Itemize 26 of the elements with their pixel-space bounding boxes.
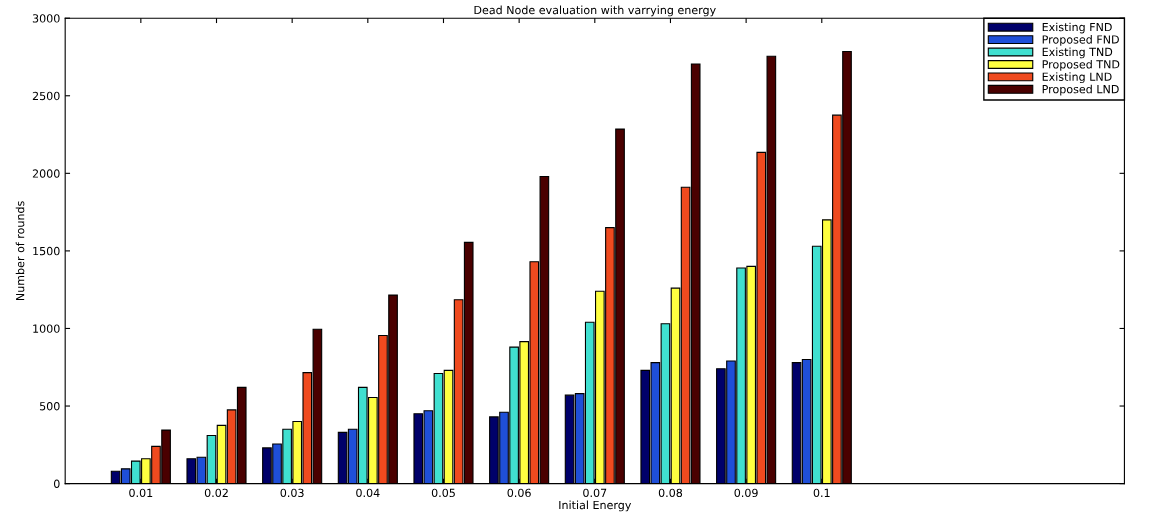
x-tick-label: 0.04	[356, 488, 380, 498]
x-tick-label: 0.08	[658, 488, 683, 498]
x-tick-label: 0.1	[813, 488, 830, 498]
y-tick-label: 2500	[32, 91, 60, 101]
legend-label: Existing LND	[1042, 72, 1112, 84]
y-tick-label: 1000	[33, 324, 60, 333]
x-tick-label: 0.01	[129, 488, 153, 498]
x-tick-label: 0.03	[280, 488, 304, 498]
y-axis-title: Number of rounds	[15, 201, 25, 301]
x-tick-label: 0.02	[204, 488, 228, 498]
chart-title: Dead Node evaluation with varrying energy	[474, 5, 716, 17]
x-tick-label: 0.09	[734, 488, 758, 498]
y-tick-label: 3000	[32, 14, 60, 23]
legend-label: Proposed LND	[1042, 84, 1119, 96]
y-tick-label: 500	[39, 402, 60, 411]
x-tick-label: 0.07	[583, 488, 607, 498]
legend-label: Proposed FND	[1042, 35, 1119, 46]
x-axis-title: Initial Energy	[559, 500, 632, 512]
y-tick-label: 2000	[32, 169, 60, 178]
x-tick-label: 0.05	[431, 488, 455, 498]
legend-label: Proposed TND	[1042, 59, 1120, 71]
y-tick-label: 0	[53, 479, 60, 488]
legend-label: Existing FND	[1042, 22, 1112, 34]
x-tick-label: 0.06	[507, 488, 531, 498]
legend-label: Existing TND	[1042, 47, 1113, 59]
y-tick-label: 1500	[33, 246, 60, 256]
